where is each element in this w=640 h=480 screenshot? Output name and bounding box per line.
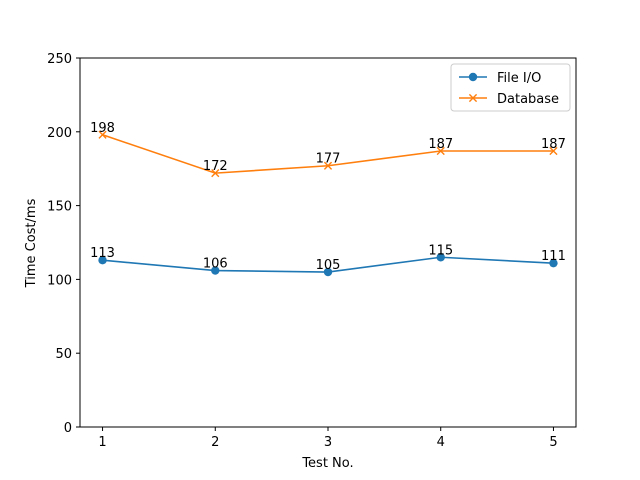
data-point — [549, 146, 558, 156]
y-tick-label: 0 — [64, 421, 72, 436]
data-label: 172 — [203, 159, 228, 174]
data-point — [98, 256, 107, 265]
legend-label: Database — [497, 92, 559, 107]
series-layer — [98, 130, 558, 277]
plot-area — [79, 57, 577, 428]
x-tick-label: 2 — [211, 435, 219, 450]
data-label: 105 — [316, 258, 341, 273]
y-axis: 0 50 100 150 200 250 — [47, 52, 80, 436]
legend: File I/O Database — [450, 63, 571, 112]
data-label: 187 — [428, 137, 453, 152]
data-label: 106 — [203, 257, 228, 272]
data-point — [436, 146, 445, 156]
data-point — [211, 169, 220, 178]
data-label: 198 — [90, 121, 115, 136]
y-tick-label: 50 — [55, 347, 72, 362]
data-point — [211, 266, 220, 275]
data-label: 113 — [90, 246, 115, 261]
y-axis-label: Time Cost/ms — [24, 198, 39, 288]
data-label: 187 — [541, 137, 566, 152]
y-tick-label: 100 — [47, 273, 72, 288]
data-label: 111 — [541, 249, 566, 264]
x-tick-label: 5 — [549, 435, 557, 450]
data-label: 115 — [428, 243, 453, 258]
legend-label: File I/O — [497, 71, 541, 86]
x-tick-label: 1 — [98, 435, 106, 450]
legend-marker — [468, 72, 478, 82]
y-tick-label: 150 — [47, 200, 72, 215]
data-point — [323, 267, 333, 277]
x-axis-label: Test No. — [301, 456, 353, 471]
x-tick-label: 3 — [324, 435, 332, 450]
x-tick-label: 4 — [437, 435, 445, 450]
y-tick-label: 250 — [47, 52, 72, 67]
x-axis: 1 2 3 4 5 — [98, 427, 558, 450]
data-labels: 113 106 105 115 111 198 172 177 187 187 — [90, 121, 566, 273]
legend-marker — [468, 93, 478, 103]
data-point — [323, 161, 333, 170]
plot-frame — [79, 57, 577, 428]
legend-box — [450, 63, 571, 112]
data-point — [549, 258, 558, 268]
y-tick-label: 200 — [47, 126, 72, 141]
data-label: 177 — [316, 152, 341, 167]
data-point — [98, 130, 107, 139]
data-point — [436, 253, 445, 262]
